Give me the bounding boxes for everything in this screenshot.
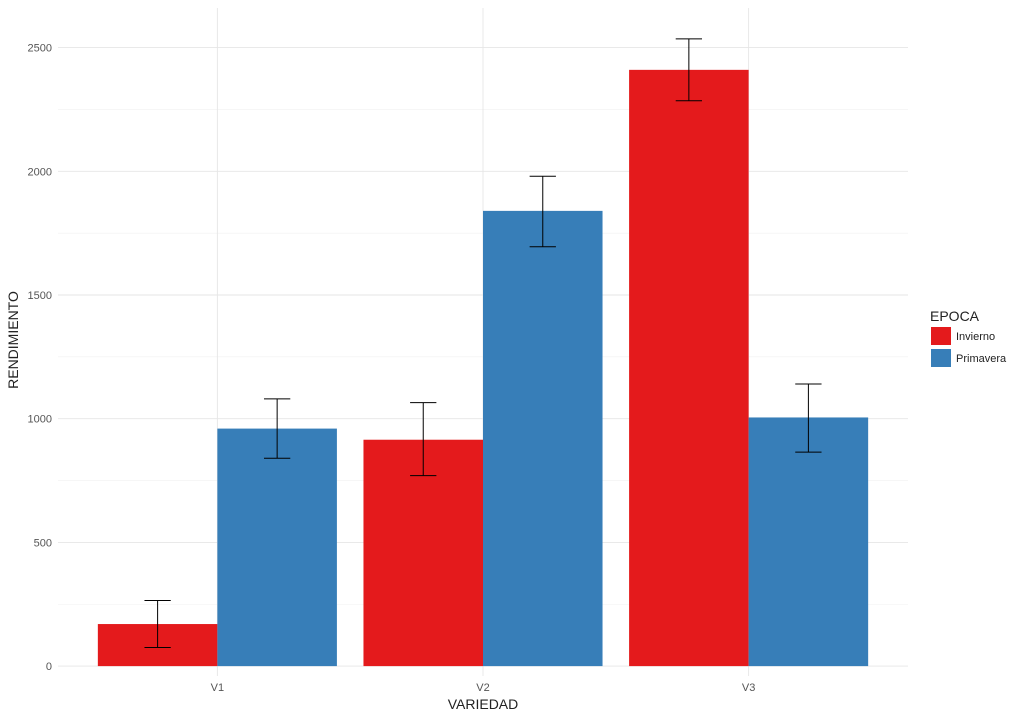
legend-label-invierno: Invierno	[956, 331, 995, 343]
legend-swatch-invierno	[931, 327, 951, 345]
x-axis-ticks: V1 V2 V3	[211, 682, 756, 694]
x-axis-title: VARIEDAD	[448, 696, 519, 712]
legend-title: EPOCA	[930, 308, 980, 324]
legend: EPOCA Invierno Primavera	[930, 308, 1007, 367]
y-tick-label: 1500	[28, 290, 52, 302]
bars	[97, 69, 869, 667]
y-tick-label: 2000	[28, 166, 52, 178]
x-tick-label: V2	[476, 682, 489, 694]
y-tick-label: 2500	[28, 43, 52, 55]
bar-invierno-v3	[629, 69, 749, 667]
bar-primavera-v1	[217, 428, 337, 667]
x-tick-label: V1	[211, 682, 224, 694]
y-axis-ticks: 0 500 1000 1500 2000 2500	[28, 43, 52, 674]
bar-invierno-v2	[363, 439, 483, 667]
y-axis-title: RENDIMIENTO	[5, 291, 21, 389]
legend-items: Invierno Primavera	[931, 327, 1007, 367]
bar-primavera-v3	[748, 417, 869, 667]
error-bars	[144, 38, 822, 649]
x-tick-label: V3	[742, 682, 755, 694]
y-tick-label: 500	[34, 537, 52, 549]
y-tick-label: 1000	[28, 414, 52, 426]
legend-label-primavera: Primavera	[956, 353, 1007, 365]
bar-primavera-v2	[483, 210, 603, 667]
y-tick-label: 0	[46, 661, 52, 673]
legend-swatch-primavera	[931, 349, 951, 367]
